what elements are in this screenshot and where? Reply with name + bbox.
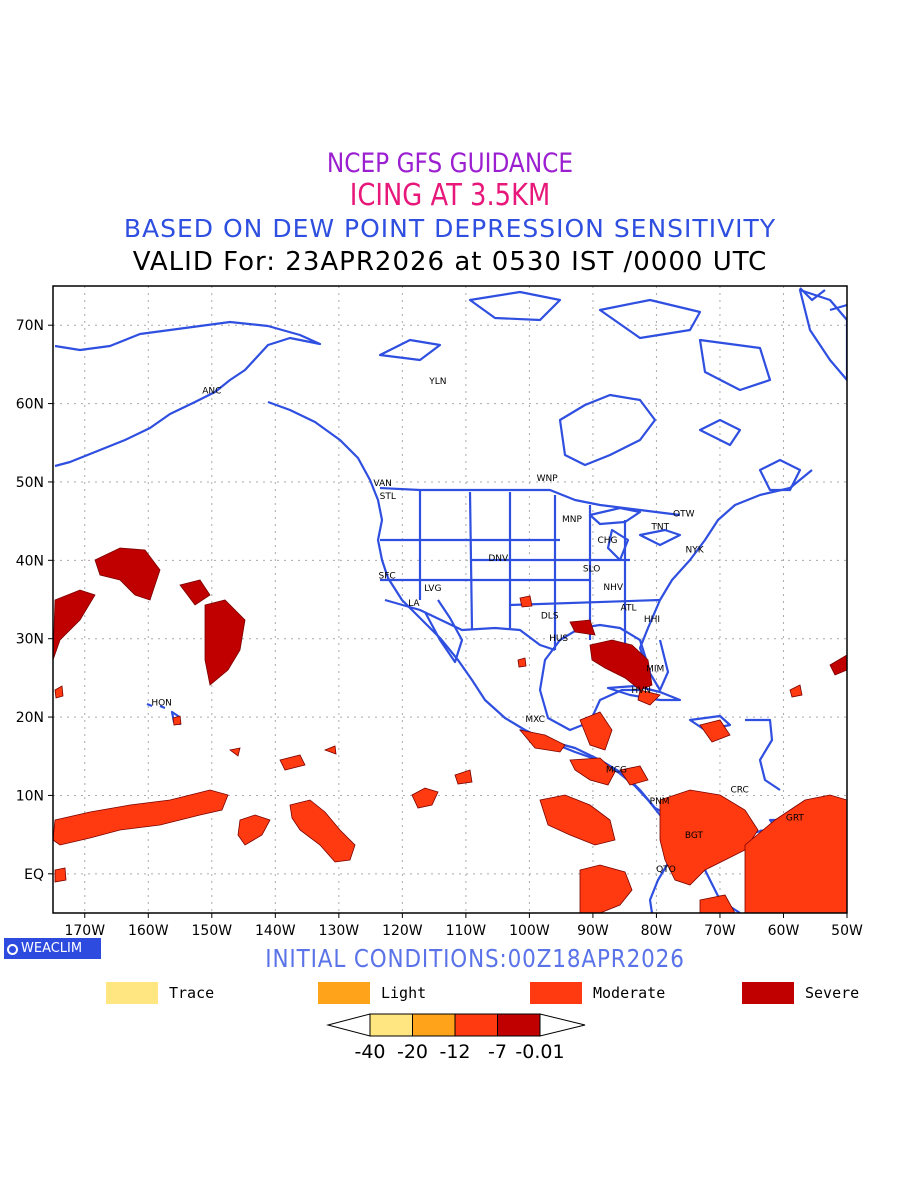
colorbar-segment [369, 1013, 413, 1037]
logo-label: WEACLIM [21, 941, 83, 956]
station-label: HHI [644, 615, 660, 625]
station-label: ATL [620, 603, 636, 613]
station-label: CRC [730, 785, 748, 795]
lat-tick-label: EQ [24, 867, 44, 883]
lon-tick-label: 170W [64, 923, 105, 939]
station-label: NYK [685, 545, 704, 555]
title-product: ICING AT 3.5KM [349, 178, 551, 213]
colorbar-label: -20 [397, 1041, 428, 1063]
legend-label: Trace [169, 984, 215, 1002]
lat-tick-label: 40N [16, 553, 44, 569]
lon-tick-label: 100W [509, 923, 550, 939]
station-label: CHG [598, 536, 618, 546]
lon-tick-label: 60W [768, 923, 800, 939]
title-valid-time: VALID For: 23APR2026 at 0530 IST /0000 U… [132, 247, 768, 277]
station-label: LA [408, 599, 420, 609]
station-label: WNP [537, 474, 559, 484]
lon-tick-label: 110W [446, 923, 487, 939]
lon-tick-label: 120W [382, 923, 423, 939]
legend-label: Light [381, 984, 427, 1002]
lon-tick-label: 150W [192, 923, 233, 939]
station-label: LVG [424, 584, 441, 594]
station-label: VAN [373, 479, 391, 489]
station-label: HVN [631, 686, 651, 696]
icing-regions [53, 547, 847, 913]
colorbar-segment [497, 1013, 541, 1037]
lon-tick-label: 50W [831, 923, 863, 939]
title-method: BASED ON DEW POINT DEPRESSION SENSITIVIT… [123, 214, 777, 243]
station-label: PNM [650, 797, 670, 807]
station-label: STL [380, 492, 396, 502]
legend-swatch [106, 982, 158, 1004]
station-label: NHV [603, 583, 624, 593]
initial-conditions: INITIAL CONDITIONS:00Z18APR2026 [265, 944, 685, 973]
lon-tick-label: 80W [641, 923, 673, 939]
weaclim-logo[interactable]: WEACLIM [4, 938, 101, 959]
lat-tick-label: 10N [16, 788, 44, 804]
lat-tick-label: 20N [16, 710, 44, 726]
lon-tick-label: 70W [704, 923, 736, 939]
station-label: MXC [525, 715, 545, 725]
colorbar-label: -12 [439, 1041, 470, 1063]
station-label: OTW [673, 509, 695, 519]
station-label: ANC [202, 386, 221, 396]
lat-tick-label: 70N [16, 318, 44, 334]
station-label: DNV [488, 554, 509, 564]
lon-tick-label: 90W [577, 923, 609, 939]
station-label: HUS [549, 634, 568, 644]
legend-swatch [530, 982, 582, 1004]
legend-swatch [318, 982, 370, 1004]
station-label: BGT [685, 831, 704, 841]
lat-tick-label: 30N [16, 632, 44, 648]
title-model: NCEP GFS GUIDANCE [326, 148, 574, 179]
lon-tick-label: 160W [128, 923, 169, 939]
lat-tick-label: 50N [16, 475, 44, 491]
logo-ring-icon [7, 944, 18, 955]
colorbar: -40 -20 -12 -7 -0.01 [326, 1013, 586, 1063]
colorbar-left-arrow [326, 1013, 371, 1037]
station-label: QTO [656, 865, 676, 875]
lon-tick-label: 140W [255, 923, 296, 939]
station-label: DLS [541, 611, 559, 621]
colorbar-right-arrow [539, 1013, 586, 1037]
station-label: SLO [583, 564, 601, 574]
station-label: HON [151, 698, 172, 708]
lon-tick-label: 130W [319, 923, 360, 939]
colorbar-label: -40 [354, 1041, 385, 1063]
station-label: MCG [606, 766, 627, 776]
station-label: GRT [786, 814, 805, 824]
station-label: MIM [646, 665, 664, 675]
colorbar-label: -7 [488, 1041, 507, 1063]
legend-label: Moderate [593, 984, 666, 1002]
legend-swatch [742, 982, 794, 1004]
station-label: YLN [428, 377, 446, 387]
axis-ticks: 170W 160W 150W 140W 130W 120W 110W 100W 90W 80W 70… [16, 318, 863, 939]
colorbar-segment [454, 1013, 498, 1037]
station-label: SFC [379, 571, 396, 581]
station-label: MNP [562, 515, 582, 525]
colorbar-label: -0.01 [515, 1041, 564, 1063]
station-labels: ANC HON VAN STL WNP MNP CHG TNT OTW NYK DNV SFC LVG L… [151, 377, 804, 875]
colorbar-segment [412, 1013, 456, 1037]
lat-tick-label: 60N [16, 397, 44, 413]
legend-label: Severe [805, 984, 860, 1002]
station-label: TNT [650, 523, 669, 533]
map-frame [52, 285, 848, 914]
